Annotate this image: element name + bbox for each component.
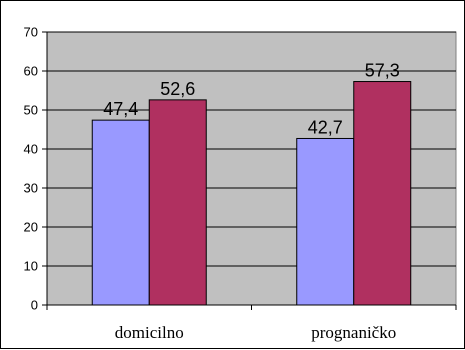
- y-tick-label: 60: [24, 64, 38, 79]
- y-tick-label: 20: [24, 220, 38, 235]
- bar: [148, 99, 207, 306]
- y-tick-label: 50: [24, 103, 38, 118]
- category-label: prognaničko: [311, 323, 396, 342]
- y-tick-label: 10: [24, 259, 38, 274]
- data-label: 42,7: [308, 117, 343, 137]
- y-tick-label: 30: [24, 181, 38, 196]
- data-labels: 47,4 52,6 42,7 57,3: [103, 61, 400, 138]
- bars: [91, 81, 412, 306]
- bar: [353, 81, 412, 306]
- data-label: 52,6: [160, 79, 195, 99]
- y-tick-label: 70: [24, 25, 38, 40]
- y-tick-label: 40: [24, 142, 38, 157]
- bar: [91, 119, 150, 306]
- x-axis: domicilno prognaničko: [46, 304, 457, 342]
- data-label: 57,3: [365, 61, 400, 81]
- data-label: 47,4: [103, 99, 138, 119]
- y-tick-label: 0: [31, 298, 38, 313]
- category-label: domicilno: [115, 323, 184, 342]
- y-axis: 0 10 20 30 40 50 60 70: [24, 25, 48, 313]
- bar: [296, 137, 355, 306]
